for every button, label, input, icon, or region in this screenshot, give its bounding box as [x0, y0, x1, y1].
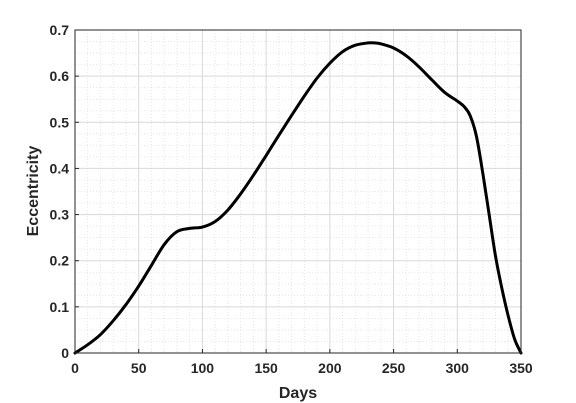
y-tick-label: 0.7: [50, 22, 70, 38]
y-tick-label: 0.3: [50, 207, 70, 223]
y-tick-label: 0: [61, 345, 69, 361]
x-tick-label: 350: [509, 360, 533, 376]
plot-frame: [74, 29, 522, 354]
x-tick-label: 100: [191, 360, 215, 376]
y-axis-label: Eccentricity: [25, 146, 42, 237]
y-tick-label: 0.5: [50, 114, 70, 130]
x-tick-label: 300: [446, 360, 470, 376]
x-tick-label: 50: [131, 360, 147, 376]
minor-grid: [75, 30, 521, 353]
x-axis-ticks: 0 50 100 150 200 250 300 350: [71, 349, 533, 376]
x-tick-label: 0: [71, 360, 79, 376]
y-tick-label: 0.2: [50, 253, 70, 269]
y-tick-label: 0.1: [50, 299, 70, 315]
x-tick-label: 200: [318, 360, 342, 376]
x-tick-label: 250: [382, 360, 406, 376]
y-axis-ticks: 0 0.1 0.2 0.3 0.4 0.5 0.6 0.7: [50, 22, 79, 361]
y-tick-label: 0.6: [50, 68, 70, 84]
series-line: [73, 41, 523, 355]
x-tick-label: 150: [254, 360, 278, 376]
x-axis-label: Days: [279, 385, 317, 402]
y-tick-label: 0.4: [50, 160, 70, 176]
